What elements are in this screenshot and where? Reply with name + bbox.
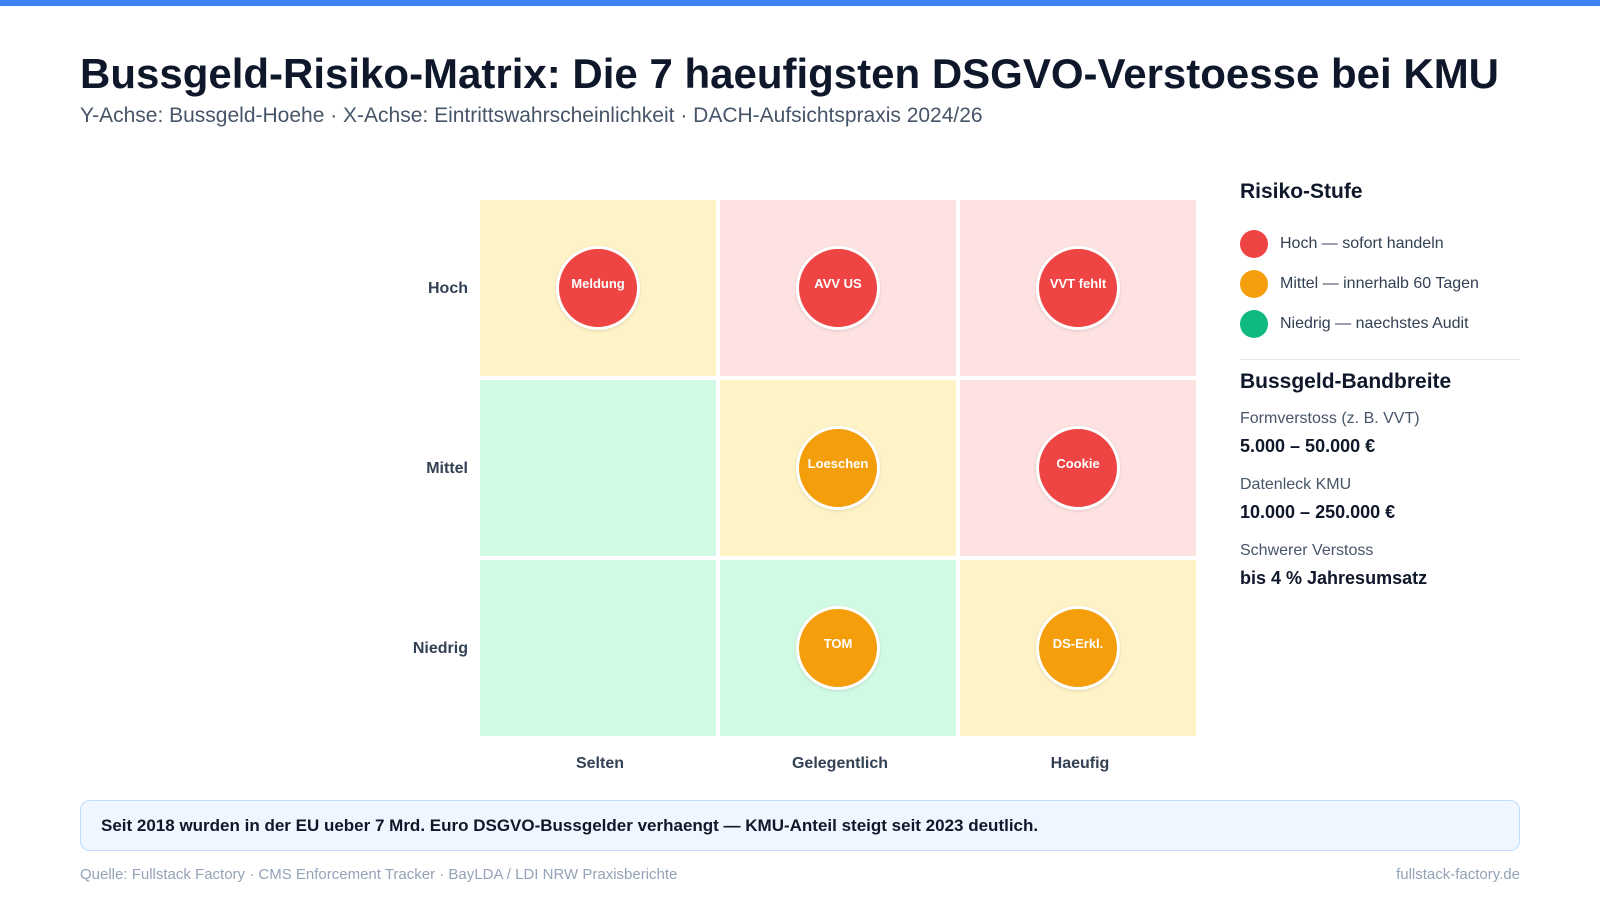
- x-tick-label: Gelegentlich: [791, 755, 889, 772]
- fine-band-value: 10.000 – 250.000 €: [1240, 502, 1396, 522]
- risk-bubble-label: Meldung: [571, 275, 625, 291]
- risk-bubble-label: Loeschen: [807, 455, 869, 471]
- page-title: Bussgeld-Risiko-Matrix: Die 7 haeufigste…: [80, 50, 1500, 97]
- legend-dot-medium: [1240, 270, 1268, 298]
- brand-link[interactable]: fullstack-factory.de: [1396, 866, 1520, 883]
- legend-label: Hoch — sofort handeln: [1280, 235, 1444, 252]
- risk-bubble[interactable]: Cookie: [1036, 426, 1120, 510]
- legend-label: Niedrig — naechstes Audit: [1280, 315, 1469, 332]
- key-fact-callout: Seit 2018 wurden in der EU ueber 7 Mrd. …: [80, 800, 1520, 851]
- fine-band-label: Datenleck KMU: [1240, 476, 1352, 493]
- page-subtitle: Y-Achse: Bussgeld-Hoehe · X-Achse: Eintr…: [80, 104, 983, 127]
- risk-bubble[interactable]: AVV US: [796, 246, 880, 330]
- risk-bubble[interactable]: Meldung: [556, 246, 640, 330]
- x-tick-label: Haeufig: [1050, 755, 1110, 772]
- risk-bubble-label: Cookie: [1056, 455, 1100, 471]
- risk-bubble-label: VVT fehlt: [1049, 275, 1107, 291]
- risk-bubble[interactable]: DS-Erkl.: [1036, 606, 1120, 690]
- fine-band-value: bis 4 % Jahresumsatz: [1240, 568, 1428, 588]
- risk-bubble[interactable]: TOM: [796, 606, 880, 690]
- risk-matrix: Meldung AVV US VVT fehlt Loeschen Cookie TOM D…: [480, 200, 1200, 740]
- fine-band-label: Formverstoss (z. B. VVT): [1240, 410, 1420, 427]
- risk-bubble-label: AVV US: [814, 275, 862, 291]
- source-note: Quelle: Fullstack Factory · CMS Enforcem…: [80, 866, 678, 883]
- legend-item-medium: Mittel — innerhalb 60 Tagen: [1240, 270, 1479, 298]
- legend-divider: [1240, 359, 1520, 360]
- legend-dot-high: [1240, 230, 1268, 258]
- risk-bubble-label: TOM: [823, 635, 853, 651]
- fine-band-value: 5.000 – 50.000 €: [1240, 436, 1376, 456]
- legend-label: Mittel — innerhalb 60 Tagen: [1280, 275, 1479, 292]
- fine-band-label: Schwerer Verstoss: [1240, 542, 1374, 559]
- legend-title: Risiko-Stufe: [1240, 180, 1363, 203]
- legend-dot-low: [1240, 310, 1268, 338]
- risk-bubble[interactable]: VVT fehlt: [1036, 246, 1120, 330]
- y-tick-label: Niedrig: [412, 640, 468, 657]
- y-tick-label: Mittel: [426, 460, 468, 477]
- y-tick-label: Hoch: [428, 280, 468, 297]
- matrix-cell: [480, 560, 716, 736]
- x-tick-label: Selten: [575, 755, 624, 772]
- top-accent-bar: [0, 0, 1600, 6]
- risk-bubble[interactable]: Loeschen: [796, 426, 880, 510]
- legend-item-high: Hoch — sofort handeln: [1240, 230, 1444, 258]
- matrix-cell: [480, 380, 716, 556]
- fines-title: Bussgeld-Bandbreite: [1240, 370, 1452, 393]
- legend-item-low: Niedrig — naechstes Audit: [1240, 310, 1469, 338]
- risk-bubble-label: DS-Erkl.: [1052, 635, 1104, 651]
